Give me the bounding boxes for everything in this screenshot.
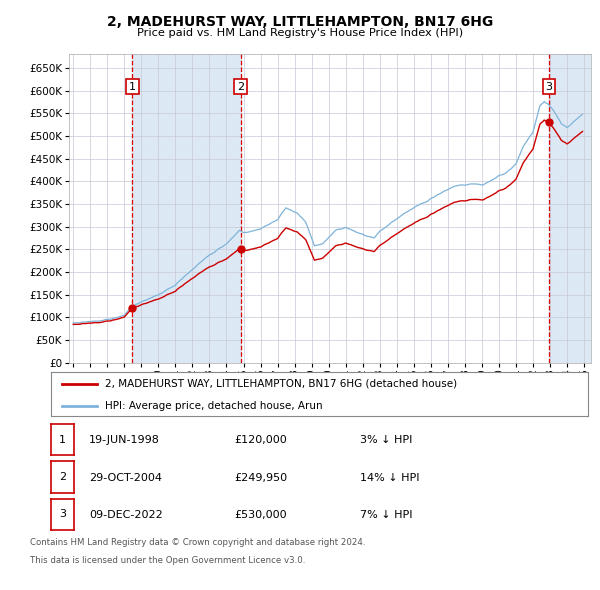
Text: This data is licensed under the Open Government Licence v3.0.: This data is licensed under the Open Gov… (30, 556, 305, 565)
Bar (549, 54, 591, 363)
Text: 2, MADEHURST WAY, LITTLEHAMPTON, BN17 6HG (detached house): 2, MADEHURST WAY, LITTLEHAMPTON, BN17 6H… (105, 379, 457, 389)
Text: 29-OCT-2004: 29-OCT-2004 (89, 473, 162, 483)
Text: 2: 2 (237, 81, 244, 91)
Text: £249,950: £249,950 (234, 473, 287, 483)
Text: 3% ↓ HPI: 3% ↓ HPI (360, 435, 412, 445)
Text: 3: 3 (59, 509, 66, 519)
Text: 19-JUN-1998: 19-JUN-1998 (89, 435, 160, 445)
Text: £530,000: £530,000 (234, 510, 287, 520)
Text: HPI: Average price, detached house, Arun: HPI: Average price, detached house, Arun (105, 401, 322, 411)
Text: 3: 3 (545, 81, 553, 91)
Text: 7% ↓ HPI: 7% ↓ HPI (360, 510, 413, 520)
Text: 1: 1 (59, 435, 66, 445)
Text: 2: 2 (59, 472, 66, 482)
Text: 14% ↓ HPI: 14% ↓ HPI (360, 473, 419, 483)
Text: 1: 1 (129, 81, 136, 91)
Text: Contains HM Land Registry data © Crown copyright and database right 2024.: Contains HM Land Registry data © Crown c… (30, 538, 365, 547)
Text: £120,000: £120,000 (234, 435, 287, 445)
Text: 2, MADEHURST WAY, LITTLEHAMPTON, BN17 6HG: 2, MADEHURST WAY, LITTLEHAMPTON, BN17 6H… (107, 15, 493, 29)
Text: 09-DEC-2022: 09-DEC-2022 (89, 510, 163, 520)
Bar (132, 54, 241, 363)
Text: Price paid vs. HM Land Registry's House Price Index (HPI): Price paid vs. HM Land Registry's House … (137, 28, 463, 38)
